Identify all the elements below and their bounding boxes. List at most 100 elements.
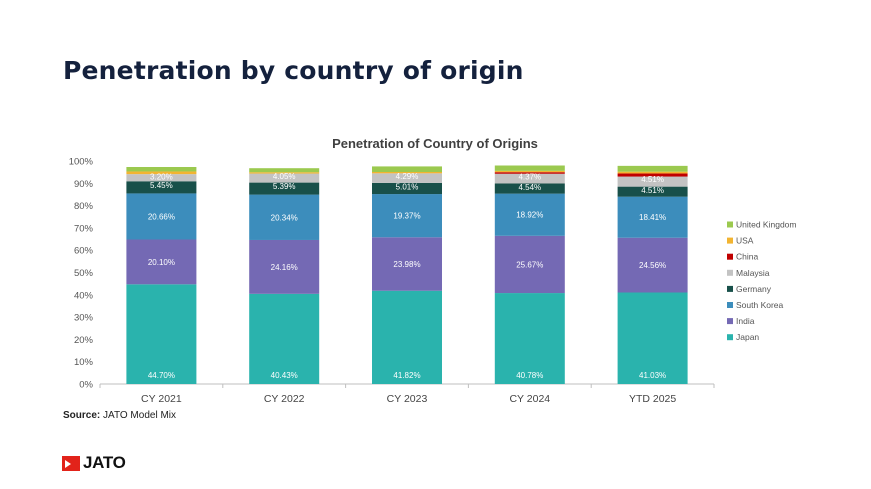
bar-segment-malaysia [617,176,688,187]
y-tick-label: 90% [74,179,94,190]
y-tick-label: 50% [74,268,94,279]
legend-swatch [727,269,733,276]
legend-swatch [727,318,733,325]
bar-segment-malaysia [249,173,320,183]
legend-label: South Korea [736,300,784,310]
bars-group: 44.70% 20.10% 20.66% 5.45%3.20% 40.43% 24.16%… [126,165,688,384]
x-tick-label: YTD 2025 [629,393,676,405]
y-tick-label: 30% [74,313,94,324]
legend-swatch [727,334,733,341]
x-tick-label: CY 2024 [509,393,550,405]
source-text: JATO Model Mix [103,410,176,421]
y-tick-label: 10% [74,357,94,368]
data-label: 20.10% [148,258,175,267]
source-note: Source: JATO Model Mix [63,410,176,421]
bar-segment-south-korea [249,194,320,240]
data-label: 41.82% [393,371,420,380]
bar-segment-india [617,237,688,293]
bar-segment-usa [126,171,197,175]
y-tick-label: 70% [74,223,94,234]
data-label: 19.37% [393,212,420,221]
bar-segment-japan [494,293,565,384]
bar-segment-china [494,172,565,174]
legend-swatch [727,302,733,308]
legend-label: India [736,316,755,326]
data-label: 4.51% [641,186,664,195]
bar-segment-united-kingdom [249,168,320,173]
bar-segment-usa [372,171,442,174]
bar-segment-south-korea [372,194,442,238]
legend-label: Malaysia [736,268,770,278]
legend-swatch [727,237,733,244]
bar-segment-united-kingdom [372,166,442,172]
bar-segment-germany [617,186,688,197]
x-tick-label: CY 2021 [141,393,182,405]
legend: United Kingdom USA China Malaysia Germany Sou… [727,220,796,342]
bar-segment-malaysia [494,173,565,184]
logo-text: JATO [83,453,126,472]
legend-label: Japan [736,332,759,342]
chart-title: Penetration of Country of Origins [332,136,538,151]
legend-label: Germany [736,284,772,294]
source-label: Source: [63,410,101,421]
bar-segment-china [617,173,688,177]
legend-swatch [727,221,733,228]
bar-segment-malaysia [126,174,197,182]
legend-label: China [736,252,758,262]
data-label: 40.43% [271,371,298,380]
bar-segment-india [249,239,320,294]
bar-segment-germany [249,182,320,195]
bar-segment-japan [249,293,320,384]
y-tick-label: 100% [69,157,94,168]
data-label: 3.20% [150,173,173,182]
data-label: 44.70% [148,371,175,380]
bar-segment-germany [126,181,197,194]
logo-mark-icon [62,455,80,471]
data-label: 4.05% [273,172,296,181]
data-label: 24.16% [271,263,298,272]
x-tick-label: CY 2022 [264,393,305,405]
data-label: 5.39% [273,182,296,191]
legend-swatch [727,285,733,292]
data-label: 5.01% [396,182,419,191]
bar-segment-united-kingdom [494,165,565,171]
data-label: 4.54% [518,183,541,192]
bar-segment-india [126,239,197,285]
legend-label: United Kingdom [736,220,796,230]
y-axis: 0% 10% 20% 30% 40% 50% 60% 70% 80% 90% 100% [69,157,94,391]
bar-segment-malaysia [372,173,442,183]
bar-segment-south-korea [126,193,197,240]
bar-segment-japan [126,284,197,384]
y-tick-label: 40% [74,290,94,301]
bar-segment-usa [617,171,688,174]
y-tick-label: 20% [74,335,94,346]
jato-logo: JATO [62,453,126,473]
data-label: 20.66% [148,212,175,221]
data-label: 4.29% [396,172,419,181]
y-tick-label: 80% [74,201,94,212]
bar-segment-united-kingdom [126,166,197,172]
x-tick-label: CY 2023 [387,393,428,405]
x-axis: CY 2021 CY 2022 CY 2023 CY 2024 YTD 2025 [99,383,715,405]
data-label: 4.51% [641,175,664,184]
data-label: 18.92% [516,211,543,220]
bar-segment-india [372,237,442,291]
legend-swatch [727,253,733,260]
bar-segment-japan [372,290,442,384]
page-title: Penetration by country of origin [63,56,524,85]
data-label: 41.03% [639,371,666,380]
data-label: 4.37% [518,172,541,181]
bar-segment-usa [494,170,565,173]
y-tick-label: 0% [79,380,93,391]
bar-segment-south-korea [617,196,688,238]
bar-segment-south-korea [494,193,565,236]
bar-segment-india [494,235,565,294]
data-label: 18.41% [639,213,666,222]
bar-segment-united-kingdom [617,165,688,172]
data-label: 25.67% [516,260,543,269]
data-label: 5.45% [150,181,173,190]
data-label: 40.78% [516,371,543,380]
legend-label: USA [736,236,754,246]
data-label: 23.98% [393,260,420,269]
